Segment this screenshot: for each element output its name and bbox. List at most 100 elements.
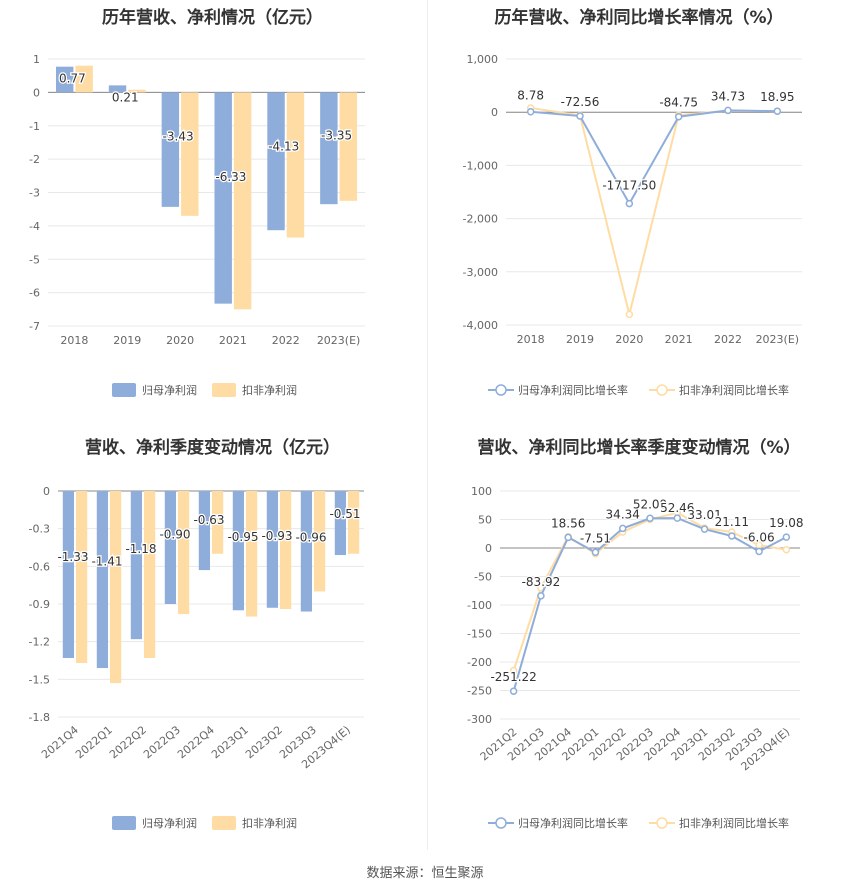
y-tick-label: -4,000 — [463, 319, 498, 332]
y-tick-label: -2,000 — [463, 213, 498, 226]
x-tick-label: 2023Q2 — [243, 723, 285, 761]
data-label: 21.11 — [715, 515, 749, 529]
annual-growth-line-svg: 1,000 0 -1,000 -2,000 -3,000 -4,000 2018 2019 20… — [463, 53, 802, 397]
x-tick-label: 2022 — [272, 334, 300, 347]
point-koufei-growth — [625, 310, 634, 319]
y-tick-label: -150 — [467, 628, 492, 641]
y-tick-label: 1 — [33, 53, 40, 66]
bar-guimu-net-profit — [108, 85, 127, 93]
bar-koufei-net-profit — [110, 491, 122, 684]
data-label: 19.08 — [769, 516, 803, 530]
bar-koufei-net-profit — [128, 89, 146, 93]
x-tick-label: 2022Q1 — [73, 723, 115, 761]
point-guimu-growth — [618, 524, 627, 533]
y-tick-label: 1,000 — [467, 53, 499, 66]
data-label: -83.92 — [522, 575, 561, 589]
point-guimu-growth — [673, 514, 682, 522]
x-tick-label: 2022Q4 — [175, 723, 217, 761]
bar-guimu-net-profit — [300, 491, 312, 612]
y-tick-label: 50 — [478, 514, 492, 527]
y-tick-label: -1,000 — [463, 159, 498, 172]
legend-marker — [656, 817, 668, 829]
x-tick-label: 2020 — [166, 334, 194, 347]
annual-profit-bar-chart: 历年营收、净利情况（亿元） 1 0 -1 -2 -3 -4 -5 -6 -7 2018 2019 20… — [0, 0, 425, 410]
x-tick-label: 2023Q1 — [209, 723, 251, 761]
y-tick-label: -1 — [29, 120, 40, 133]
x-tick-label: 2022Q3 — [141, 723, 183, 761]
data-label: -0.63 — [193, 513, 224, 527]
data-label: 52.09 — [633, 497, 667, 511]
legend-swatch — [212, 383, 236, 397]
bar-guimu-net-profit — [96, 491, 108, 669]
bar-guimu-net-profit — [266, 491, 278, 608]
legend-swatch — [112, 816, 136, 830]
bar-guimu-net-profit — [232, 491, 244, 611]
y-tick-label: -4 — [29, 220, 40, 233]
data-label: 34.34 — [606, 507, 640, 521]
data-label: -3.43 — [163, 129, 194, 143]
y-tick-label: -1.5 — [29, 673, 50, 686]
x-tick-label: 2018 — [60, 334, 88, 347]
data-label: -1.18 — [125, 542, 156, 556]
y-tick-label: -3,000 — [463, 266, 498, 279]
point-guimu-growth — [782, 533, 791, 541]
legend-label: 归母净利润同比增长率 — [518, 816, 628, 830]
bar-koufei-net-profit — [212, 491, 224, 554]
point-guimu-growth — [625, 199, 634, 208]
bar-koufei-net-profit — [339, 92, 358, 201]
y-tick-label: -6 — [29, 287, 40, 300]
legend-label: 归母净利润同比增长率 — [518, 383, 628, 397]
point-guimu-growth — [700, 525, 709, 533]
data-label: 8.78 — [517, 89, 544, 103]
data-label: -1717.50 — [602, 179, 656, 193]
line-koufei-growth — [530, 106, 778, 315]
point-guimu-growth — [591, 548, 600, 557]
point-guimu-growth — [728, 532, 736, 540]
bar-guimu-net-profit — [161, 92, 180, 207]
bar-koufei-net-profit — [76, 491, 88, 664]
x-tick-label: 2019 — [113, 334, 141, 347]
y-tick-label: -3 — [29, 187, 40, 200]
data-label: -84.75 — [659, 96, 698, 110]
y-tick-label: -2 — [29, 153, 40, 166]
bar-guimu-net-profit — [164, 491, 176, 604]
bar-koufei-net-profit — [286, 92, 305, 238]
data-label: 52.46 — [660, 501, 694, 515]
quarterly-profit-bar-chart: 营收、净利季度变动情况（亿元） 0 -0.3 -0.6 -0.9 -1.2 -1.5 -1.… — [0, 430, 425, 850]
data-label: -6.06 — [744, 530, 775, 544]
data-label: -3.35 — [321, 128, 352, 142]
legend-swatch — [112, 383, 136, 397]
legend-label: 归母净利润 — [142, 816, 197, 830]
data-label: -1.33 — [57, 550, 88, 564]
y-tick-label: 0 — [491, 106, 498, 119]
x-tick-label: 2021 — [665, 333, 693, 346]
point-guimu-growth — [526, 107, 535, 116]
data-label: -1.41 — [91, 554, 122, 568]
point-guimu-growth — [773, 107, 782, 115]
legend-label: 归母净利润 — [142, 383, 197, 397]
data-label: 34.73 — [711, 89, 745, 103]
point-guimu-growth — [646, 514, 654, 523]
panel-divider — [427, 0, 428, 850]
chart-title: 历年营收、净利情况（亿元） — [102, 8, 323, 28]
bar-guimu-net-profit — [267, 92, 285, 231]
annual-growth-line-chart: 历年营收、净利同比增长率情况（%） 1,000 0 -1,000 -2,000 -3,0… — [428, 0, 850, 410]
legend-label: 扣非净利润同比增长率 — [679, 383, 789, 397]
bar-koufei-net-profit — [144, 491, 156, 658]
point-guimu-growth — [724, 106, 732, 115]
data-label: 0.77 — [59, 72, 86, 86]
bar-koufei-net-profit — [233, 92, 252, 310]
data-source-footer: 数据来源：恒生聚源 — [366, 866, 484, 881]
data-label: -72.56 — [561, 95, 600, 109]
data-label: -0.90 — [159, 527, 190, 541]
point-guimu-growth — [564, 533, 572, 542]
x-tick-label: 2023(E) — [756, 333, 800, 346]
x-tick-label: 2019 — [566, 333, 594, 346]
bar-guimu-net-profit — [198, 491, 210, 571]
point-guimu-growth — [674, 112, 683, 121]
y-tick-label: -100 — [467, 599, 492, 612]
x-tick-label: 2021Q4 — [39, 723, 81, 761]
bar-koufei-net-profit — [246, 491, 258, 617]
point-guimu-growth — [537, 592, 545, 600]
x-tick-label: 2020 — [615, 333, 643, 346]
